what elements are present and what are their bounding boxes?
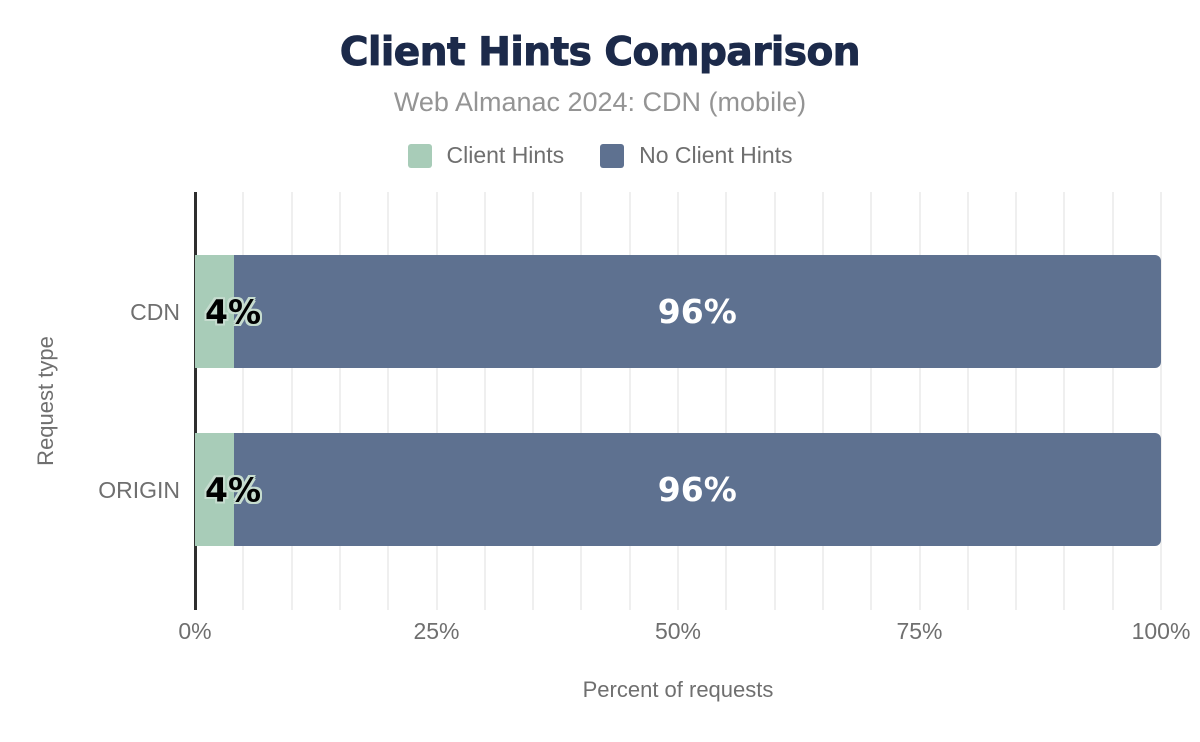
bar-value-label: 96% xyxy=(657,292,737,331)
gridline xyxy=(580,192,583,610)
gridline xyxy=(435,192,438,610)
bar-value-label: 4% xyxy=(205,292,262,331)
gridline xyxy=(725,192,728,610)
gridline xyxy=(870,192,873,610)
bar-segment-client-hints xyxy=(195,433,234,546)
chart-title: Client Hints Comparison xyxy=(339,30,861,76)
gridline xyxy=(1111,192,1114,610)
chart-legend: Client Hints No Client Hints xyxy=(0,142,1200,169)
gridline xyxy=(242,192,245,610)
gridline xyxy=(918,192,921,610)
x-tick-label: 75% xyxy=(896,618,943,644)
chart-subtitle: Web Almanac 2024: CDN (mobile) xyxy=(393,87,807,117)
gridline xyxy=(338,192,341,610)
plot-area: 4% 96% CDN 4% 96% ORIGIN 0% 25% 50% 75% 100% xyxy=(98,192,1190,644)
bar-value-label: 96% xyxy=(657,470,737,509)
gridline xyxy=(1015,192,1018,610)
gridline xyxy=(1160,192,1162,610)
gridline xyxy=(773,192,776,610)
legend-swatch xyxy=(600,143,625,168)
y-axis-title: Request type xyxy=(33,336,58,466)
gridline xyxy=(483,192,486,610)
gridline xyxy=(290,192,293,610)
x-tick-label: 25% xyxy=(413,618,460,644)
bar-segment-client-hints xyxy=(195,255,234,368)
gridline xyxy=(966,192,969,610)
x-tick-label: 50% xyxy=(654,618,702,644)
x-axis-title: Percent of requests xyxy=(582,677,774,702)
gridline xyxy=(387,192,390,610)
gridline xyxy=(821,192,824,610)
x-tick-label: 0% xyxy=(178,618,212,644)
category-label-origin: ORIGIN xyxy=(98,476,180,503)
legend-item-no-client-hints: No Client Hints xyxy=(600,142,793,169)
legend-label: Client Hints xyxy=(446,142,565,168)
category-label-cdn: CDN xyxy=(130,298,180,325)
legend-swatch xyxy=(407,143,432,168)
legend-item-client-hints: Client Hints xyxy=(407,142,565,169)
bar-value-label: 4% xyxy=(205,470,262,509)
x-tick-label: 100% xyxy=(1131,618,1191,644)
gridline xyxy=(532,192,535,610)
gridline xyxy=(1063,192,1066,610)
y-axis-line xyxy=(194,192,197,610)
gridline xyxy=(628,192,631,610)
bar-segment-no-client-hints: 96% xyxy=(233,255,1161,368)
gridline xyxy=(677,192,679,610)
bar-row-origin: 4% 96% xyxy=(195,433,1161,546)
bar-segment-no-client-hints: 96% xyxy=(233,433,1161,546)
legend-label: No Client Hints xyxy=(639,142,793,168)
bar-row-cdn: 4% 96% xyxy=(195,255,1161,368)
